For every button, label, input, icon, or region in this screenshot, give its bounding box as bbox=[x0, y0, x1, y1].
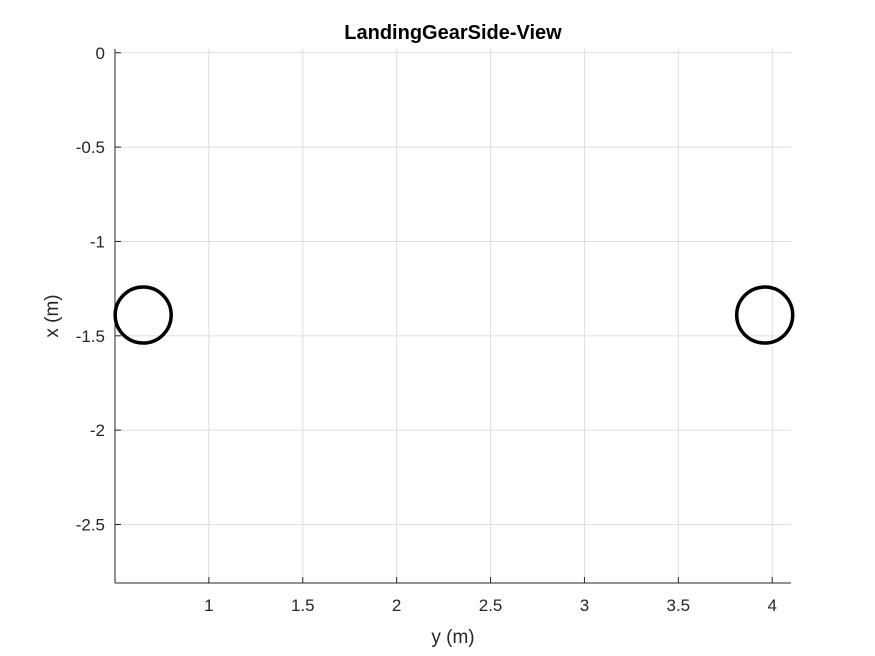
y-tick-label: -2 bbox=[90, 421, 105, 440]
x-tick-label: 3.5 bbox=[667, 596, 691, 615]
y-tick-label: -1.5 bbox=[76, 327, 105, 346]
chart-title: LandingGearSide-View bbox=[344, 22, 562, 44]
y-tick-label: 0 bbox=[96, 44, 105, 63]
x-tick-label: 1.5 bbox=[291, 596, 315, 615]
x-tick-label: 2.5 bbox=[479, 596, 503, 615]
grid-lines bbox=[115, 49, 791, 583]
x-tick-label: 3 bbox=[580, 596, 589, 615]
x-axis-label: y (m) bbox=[431, 627, 474, 648]
plot-area bbox=[115, 49, 791, 583]
data-point-circle bbox=[734, 285, 795, 345]
y-tick-label: -2.5 bbox=[76, 516, 105, 535]
y-axis-label: x (m) bbox=[42, 294, 63, 337]
y-tick-label: -1 bbox=[90, 232, 105, 251]
y-tick-label: -0.5 bbox=[76, 138, 105, 157]
x-tick-label: 4 bbox=[767, 596, 776, 615]
x-tick-label: 1 bbox=[204, 596, 213, 615]
tick-labels: 1 1.5 2 2.5 3 3.5 4 0 -0.5 -1 -1.5 -2 -2.5 bbox=[76, 44, 777, 615]
data-points bbox=[113, 285, 795, 345]
data-point-circle bbox=[113, 285, 173, 345]
x-tick-label: 2 bbox=[392, 596, 401, 615]
